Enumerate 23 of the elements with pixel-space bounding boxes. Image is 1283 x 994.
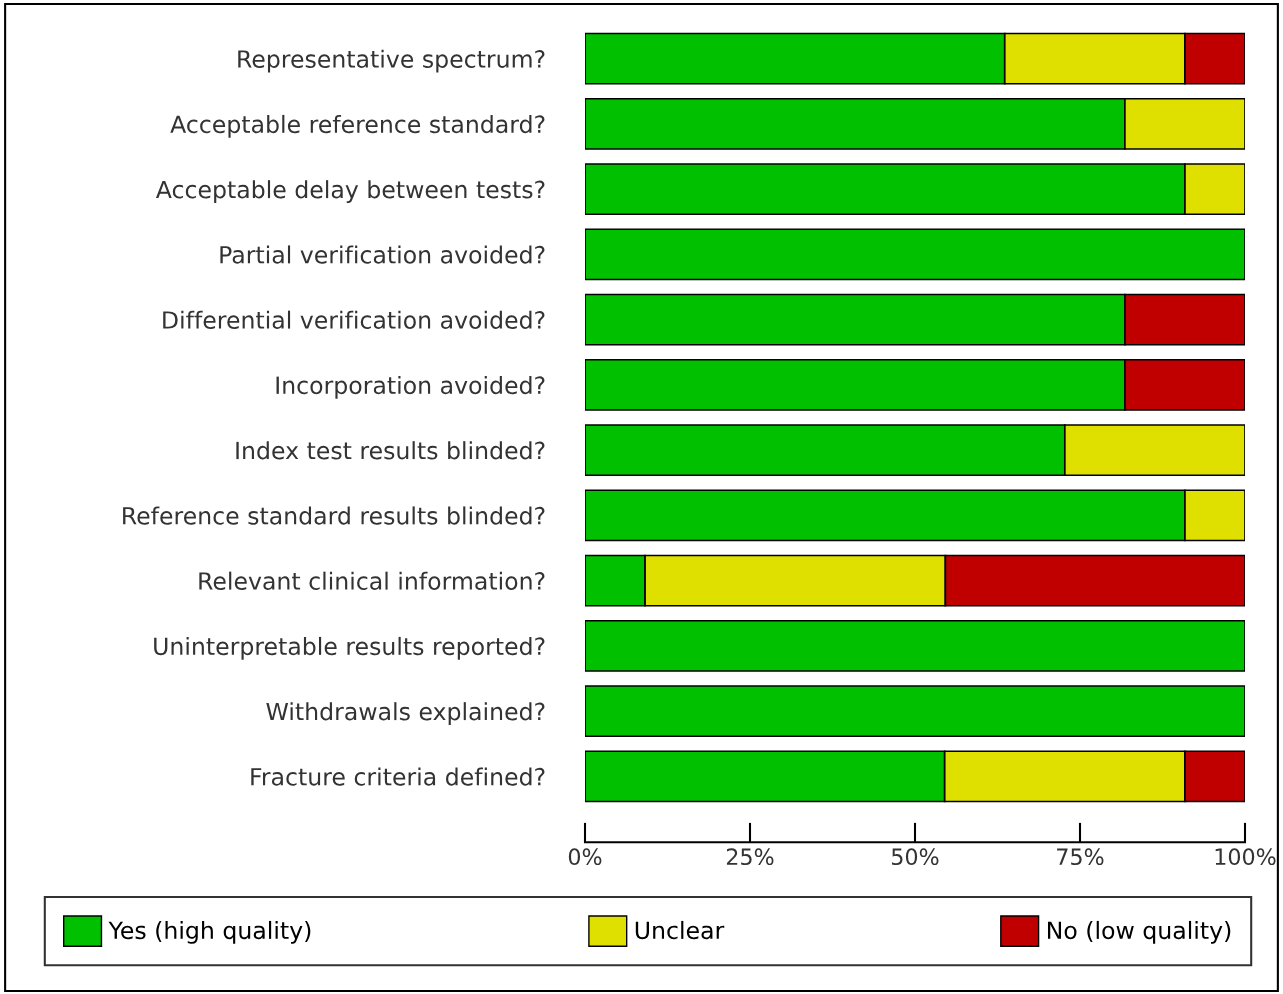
y-tick-label: Fracture criteria defined? <box>251 767 545 786</box>
y-tick-label: Withdrawals explained? <box>266 702 545 726</box>
legend-label: Unclear <box>635 920 725 940</box>
y-tick-label: Index test results blinded? <box>236 441 545 460</box>
x-tick-label: 75% <box>1057 848 1104 866</box>
legend-label: No (low quality) <box>1047 920 1231 944</box>
y-tick-label: Acceptable reference standard? <box>170 114 545 138</box>
bar <box>585 228 1245 281</box>
bar <box>585 685 1245 738</box>
y-tick-label: Relevant clinical information? <box>199 571 545 590</box>
x-tick-label: 100% <box>1215 848 1276 866</box>
y-tick-label: Differential verification avoided? <box>163 310 545 329</box>
y-tick-label: Reference standard results blinded? <box>123 506 545 525</box>
x-tick-label: 50% <box>892 848 939 866</box>
y-tick-label: Uninterpretable results reported? <box>154 636 545 660</box>
x-tick-label: 0% <box>568 848 602 866</box>
y-tick-label: Partial verification avoided? <box>220 245 545 264</box>
x-tick-label: 25% <box>726 848 774 866</box>
y-tick-label: Incorporation avoided? <box>276 375 545 399</box>
legend-label: Yes (high quality) <box>108 920 311 944</box>
y-tick-label: Representative spectrum? <box>238 49 545 73</box>
bar <box>585 619 1245 672</box>
y-tick-label: Acceptable delay between tests? <box>155 180 545 204</box>
